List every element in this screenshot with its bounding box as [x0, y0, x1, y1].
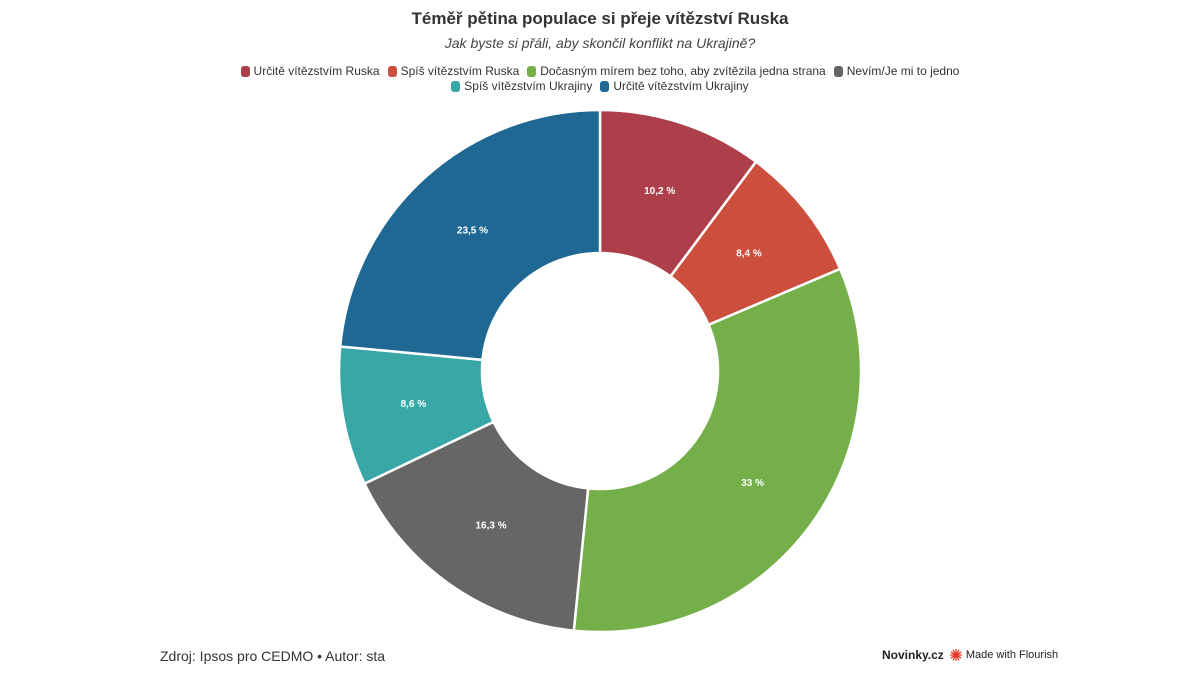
donut-slice[interactable]: [362, 420, 590, 633]
slice-data-label: 8,6 %: [401, 399, 427, 410]
legend-swatch: [451, 80, 461, 92]
slice-data-label: 8,4 %: [736, 249, 762, 260]
slice-data-label: 33 %: [741, 478, 764, 489]
legend-swatch: [240, 65, 250, 77]
legend-label: Spíš vítězstvím Ukrajiny: [464, 79, 593, 93]
legend-item[interactable]: Dočasným mírem bez toho, aby zvítězila j…: [527, 64, 826, 78]
legend-swatch: [527, 65, 537, 77]
made-with-flourish-link[interactable]: Made with Flourish: [965, 649, 1059, 661]
legend-swatch: [833, 65, 843, 77]
flourish-logo-icon: [949, 649, 962, 661]
legend-label: Určitě vítězstvím Ukrajiny: [613, 79, 749, 93]
chart-header: Téměř pětina populace si přeje vítězství…: [0, 8, 1200, 53]
legend-item[interactable]: Nevím/Je mi to jedno: [833, 64, 960, 78]
brand-logo[interactable]: Novinky.cz: [882, 648, 944, 662]
legend-item[interactable]: Určitě vítězstvím Ukrajiny: [600, 79, 749, 93]
footer-brand: Novinky.cz Made with Flourish: [882, 648, 1058, 662]
legend-label: Určitě vítězstvím Ruska: [253, 64, 380, 78]
legend-item[interactable]: Spíš vítězstvím Ukrajiny: [451, 79, 592, 93]
legend-item[interactable]: Určitě vítězstvím Ruska: [240, 64, 380, 78]
legend-swatch: [387, 65, 397, 77]
slice-data-label: 16,3 %: [475, 521, 506, 532]
donut-slice[interactable]: [572, 267, 863, 634]
source-credit: Zdroj: Ipsos pro CEDMO • Autor: sta: [160, 648, 386, 664]
legend-swatch: [600, 80, 610, 92]
legend-label: Spíš vítězstvím Ruska: [400, 64, 520, 78]
slice-data-label: 10,2 %: [644, 186, 675, 197]
donut-slice[interactable]: [338, 108, 602, 362]
chart-legend: Určitě vítězstvím Ruska Spíš vítězstvím R…: [200, 64, 1000, 93]
slice-data-label: 23,5 %: [457, 225, 488, 236]
chart-subtitle: Jak byste si přáli, aby skončil konflikt…: [444, 35, 756, 51]
legend-item[interactable]: Spíš vítězstvím Ruska: [387, 64, 520, 78]
legend-label: Dočasným mírem bez toho, aby zvítězila j…: [540, 64, 826, 78]
chart-title: Téměř pětina populace si přeje vítězství…: [411, 9, 789, 28]
legend-label: Nevím/Je mi to jedno: [846, 64, 960, 78]
